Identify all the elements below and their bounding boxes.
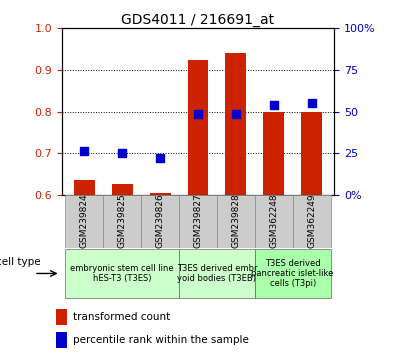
FancyBboxPatch shape — [66, 249, 179, 298]
Bar — [263, 112, 284, 195]
FancyBboxPatch shape — [179, 249, 255, 298]
Bar — [187, 59, 209, 195]
Text: embryonic stem cell line
hES-T3 (T3ES): embryonic stem cell line hES-T3 (T3ES) — [70, 264, 174, 283]
Bar — [74, 180, 95, 195]
Point — [81, 148, 88, 153]
Text: transformed count: transformed count — [72, 312, 170, 322]
Text: GSM362248: GSM362248 — [269, 193, 278, 247]
Text: GSM239827: GSM239827 — [193, 193, 203, 247]
Bar — [301, 112, 322, 195]
Bar — [57, 332, 66, 348]
Text: GSM239828: GSM239828 — [231, 193, 240, 247]
Title: GDS4011 / 216691_at: GDS4011 / 216691_at — [121, 13, 275, 27]
Point — [308, 101, 315, 106]
FancyBboxPatch shape — [141, 195, 179, 248]
Text: cell type: cell type — [0, 257, 41, 267]
Point — [195, 112, 201, 117]
Text: GSM239825: GSM239825 — [118, 193, 127, 247]
Text: T3ES derived embr
yoid bodies (T3EB): T3ES derived embr yoid bodies (T3EB) — [177, 264, 257, 283]
Text: GSM239824: GSM239824 — [80, 193, 89, 247]
Bar — [150, 193, 171, 195]
Bar — [112, 184, 133, 195]
Bar — [225, 53, 246, 195]
FancyBboxPatch shape — [255, 195, 293, 248]
FancyBboxPatch shape — [66, 195, 103, 248]
Text: GSM239826: GSM239826 — [156, 193, 165, 247]
Point — [271, 102, 277, 108]
Text: T3ES derived
pancreatic islet-like
cells (T3pi): T3ES derived pancreatic islet-like cells… — [252, 258, 334, 289]
FancyBboxPatch shape — [103, 195, 141, 248]
FancyBboxPatch shape — [179, 195, 217, 248]
FancyBboxPatch shape — [293, 195, 330, 248]
Bar — [57, 309, 66, 325]
Text: percentile rank within the sample: percentile rank within the sample — [72, 335, 248, 346]
Point — [233, 112, 239, 117]
Point — [157, 155, 163, 161]
Text: GSM362249: GSM362249 — [307, 193, 316, 247]
FancyBboxPatch shape — [255, 249, 330, 298]
FancyBboxPatch shape — [217, 195, 255, 248]
Point — [119, 150, 125, 156]
